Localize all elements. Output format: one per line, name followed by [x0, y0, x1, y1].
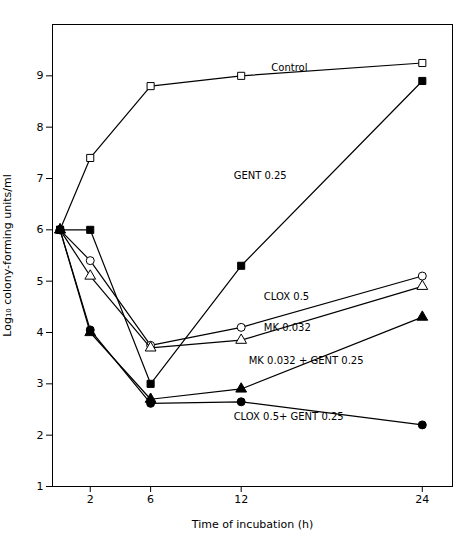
svg-text:MK 0.032: MK 0.032 [264, 322, 311, 333]
svg-text:7: 7 [37, 172, 44, 185]
svg-text:4: 4 [37, 326, 44, 339]
svg-text:24: 24 [415, 493, 429, 506]
svg-text:2: 2 [87, 493, 94, 506]
svg-text:6: 6 [37, 223, 44, 236]
svg-text:GENT 0.25: GENT 0.25 [234, 170, 287, 181]
svg-text:Control: Control [271, 62, 307, 73]
svg-text:CLOX 0.5+ GENT 0.25: CLOX 0.5+ GENT 0.25 [234, 411, 344, 422]
svg-text:2: 2 [37, 429, 44, 442]
svg-text:CLOX 0.5: CLOX 0.5 [264, 291, 309, 302]
svg-text:Time of incubation (h): Time of incubation (h) [191, 518, 313, 531]
svg-text:8: 8 [37, 121, 44, 134]
svg-text:5: 5 [37, 275, 44, 288]
svg-text:MK 0.032 + GENT 0.25: MK 0.032 + GENT 0.25 [249, 355, 364, 366]
svg-text:1: 1 [37, 480, 44, 493]
svg-text:9: 9 [37, 69, 44, 82]
svg-text:6: 6 [147, 493, 154, 506]
svg-text:Log₁₀ colony-forming units/ml: Log₁₀ colony-forming units/ml [1, 174, 14, 336]
svg-text:3: 3 [37, 377, 44, 390]
svg-text:12: 12 [234, 493, 248, 506]
